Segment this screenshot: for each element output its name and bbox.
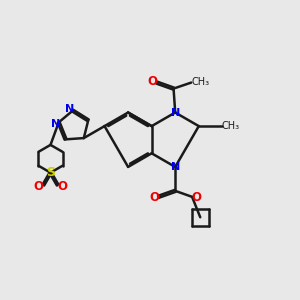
Text: CH₃: CH₃ bbox=[191, 77, 210, 87]
Text: O: O bbox=[148, 75, 158, 88]
Text: O: O bbox=[34, 180, 44, 193]
Text: O: O bbox=[191, 191, 201, 204]
Text: N: N bbox=[171, 107, 180, 118]
Text: O: O bbox=[57, 180, 67, 193]
Text: N: N bbox=[51, 119, 61, 129]
Text: N: N bbox=[65, 103, 75, 114]
Text: N: N bbox=[171, 162, 180, 172]
Text: O: O bbox=[149, 191, 159, 204]
Text: S: S bbox=[46, 166, 55, 179]
Text: CH₃: CH₃ bbox=[222, 121, 240, 131]
